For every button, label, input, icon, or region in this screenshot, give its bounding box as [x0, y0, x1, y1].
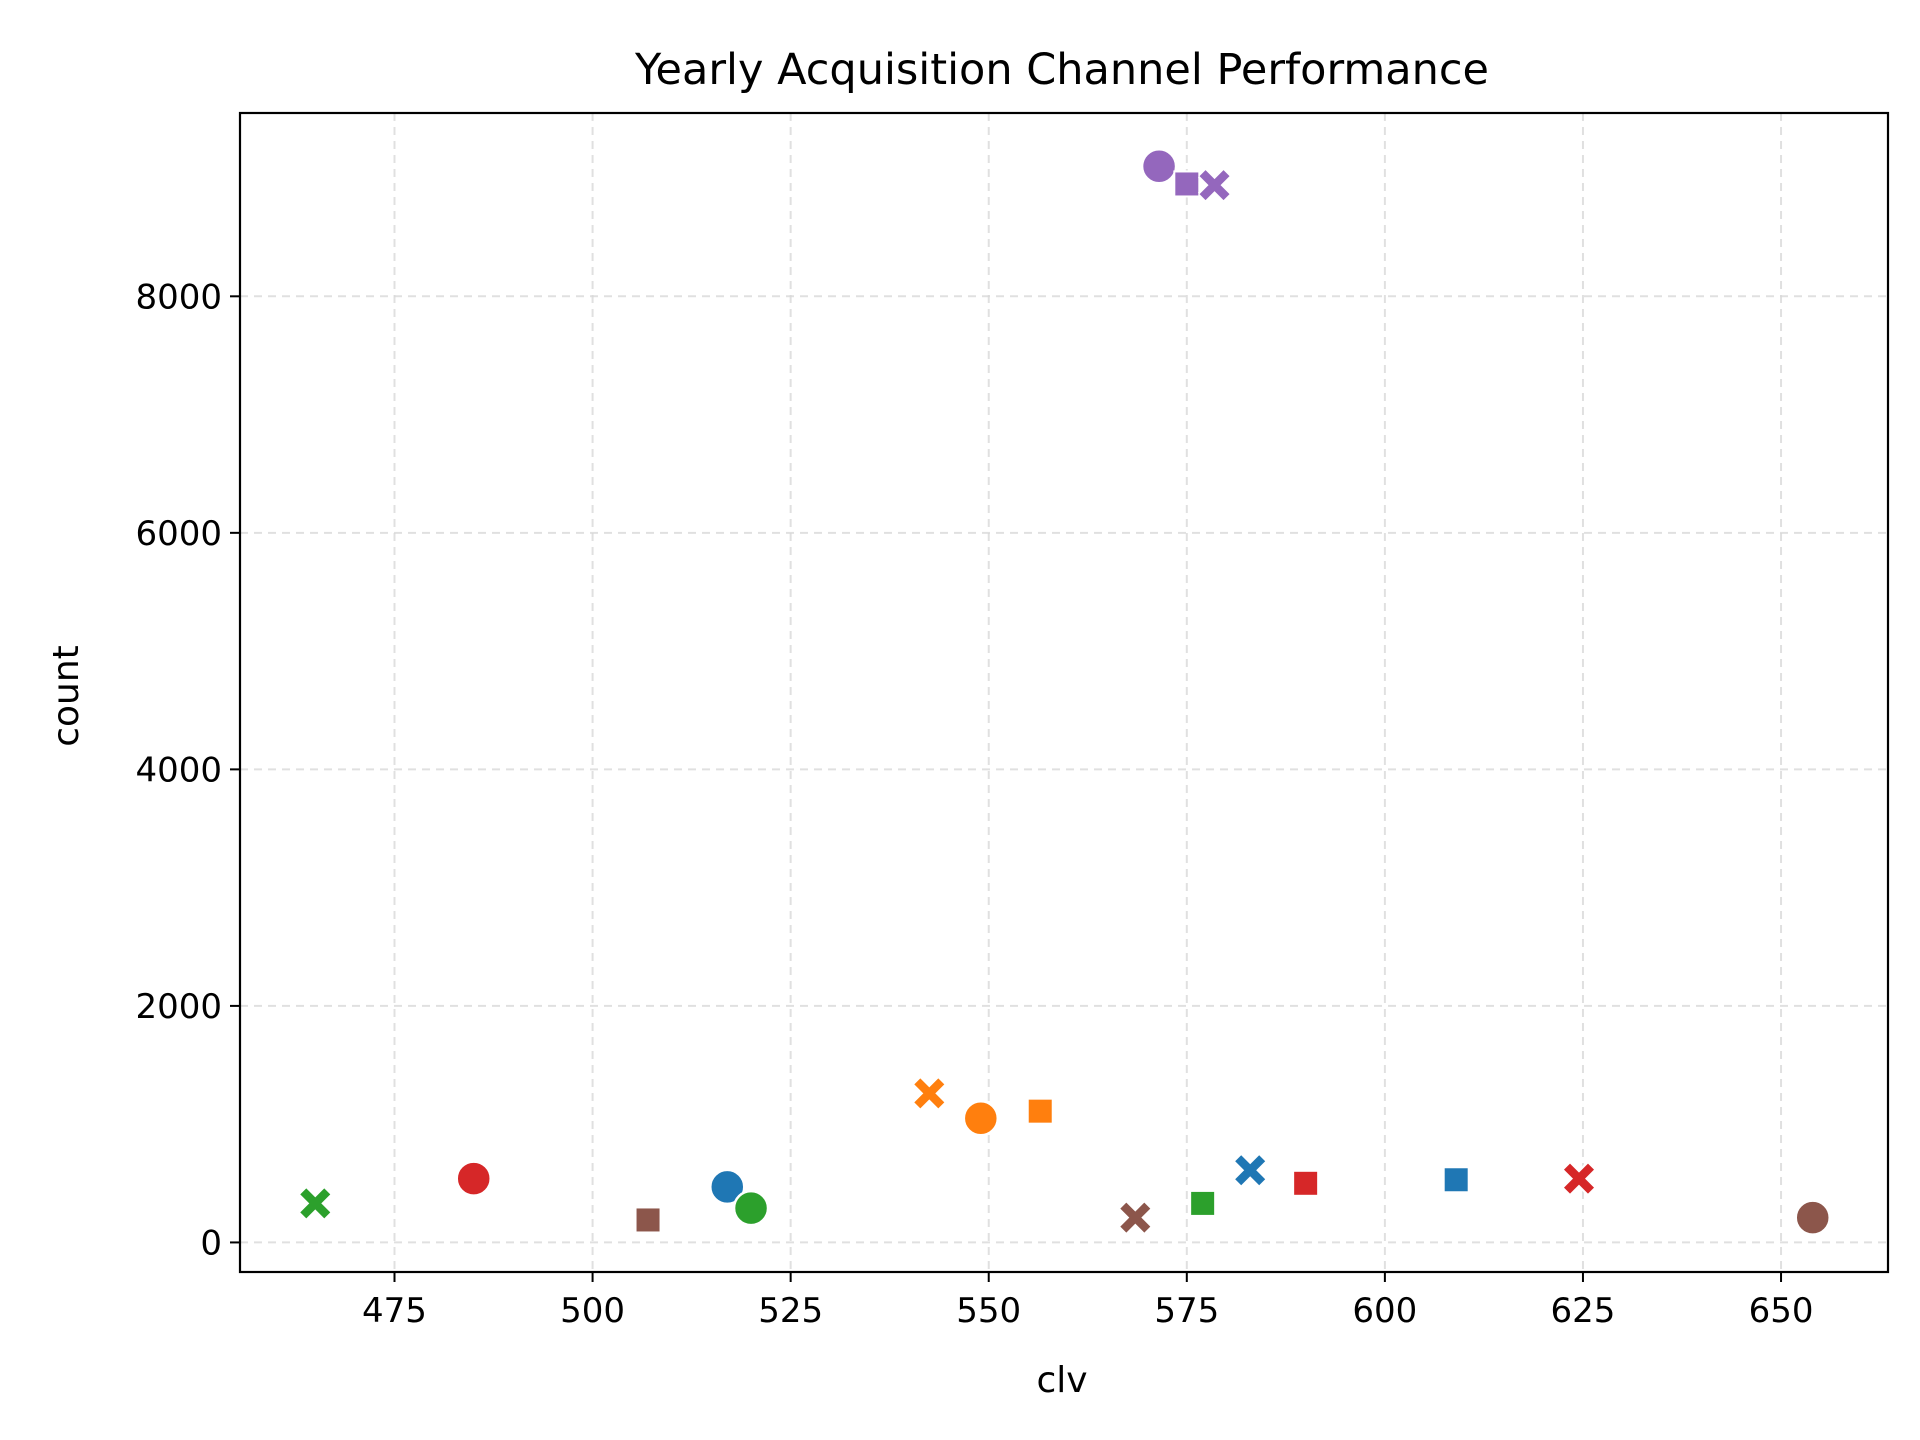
x-tick-label: 625 — [1551, 1291, 1616, 1331]
point-x-mark — [1235, 1155, 1266, 1186]
data-point-x — [912, 1076, 946, 1111]
point-circle-mark — [1140, 147, 1178, 185]
points-layer — [298, 147, 1831, 1236]
data-point-square — [1442, 1166, 1470, 1194]
y-tick-label: 6000 — [135, 514, 222, 554]
data-point-square — [634, 1206, 662, 1234]
y-axis-label: count — [46, 645, 87, 747]
point-square-mark — [1189, 1189, 1217, 1217]
y-tick-label: 4000 — [135, 750, 222, 790]
axes-frame — [238, 111, 1890, 1274]
chart-title: Yearly Acquisition Channel Performance — [634, 45, 1489, 95]
data-point-x — [1197, 168, 1232, 202]
data-point-circle — [732, 1189, 770, 1227]
x-tick-label: 500 — [560, 1291, 625, 1331]
y-tick-label: 8000 — [135, 277, 222, 317]
data-point-circle — [1140, 147, 1178, 185]
point-circle-mark — [732, 1189, 770, 1227]
x-tick-label: 600 — [1352, 1291, 1417, 1331]
point-x-mark — [914, 1078, 945, 1109]
grid-layer — [240, 113, 1888, 1272]
point-circle-mark — [709, 1168, 746, 1206]
x-tick-label: 550 — [956, 1291, 1021, 1331]
point-x-mark — [1563, 1163, 1595, 1194]
ticks-layer: 475 500 525 550 575 600 625 650 0 2000 4000 6000 800… — [135, 277, 1813, 1331]
x-tick-label: 650 — [1749, 1291, 1814, 1331]
y-tick-label: 0 — [200, 1223, 222, 1263]
point-circle-mark — [455, 1160, 492, 1197]
point-circle-mark — [1794, 1199, 1831, 1236]
point-circle-mark — [962, 1100, 1000, 1137]
data-point-circle — [455, 1160, 492, 1197]
point-square-mark — [1292, 1169, 1320, 1197]
data-point-square — [1189, 1189, 1217, 1217]
data-point-square — [1292, 1169, 1320, 1197]
point-x-mark — [300, 1188, 331, 1219]
data-point-x — [298, 1186, 332, 1221]
data-point-x — [1233, 1153, 1267, 1187]
x-tick-label: 475 — [362, 1291, 427, 1331]
data-point-square — [1026, 1097, 1054, 1125]
point-x-mark — [1120, 1202, 1151, 1233]
data-point-x — [1118, 1201, 1152, 1235]
point-square-mark — [1026, 1097, 1054, 1125]
point-x-mark — [1199, 170, 1230, 201]
x-tick-label: 525 — [758, 1291, 823, 1331]
point-square-mark — [634, 1206, 662, 1234]
data-point-circle — [962, 1100, 1000, 1137]
y-tick-label: 2000 — [135, 987, 222, 1027]
x-tick-label: 575 — [1154, 1291, 1219, 1331]
data-point-circle — [709, 1168, 746, 1206]
data-point-circle — [1794, 1199, 1831, 1236]
point-square-mark — [1442, 1166, 1470, 1194]
point-square-mark — [1173, 170, 1201, 198]
x-axis-label: clv — [1036, 1360, 1087, 1401]
data-point-square — [1173, 170, 1201, 198]
data-point-x — [1562, 1161, 1596, 1196]
